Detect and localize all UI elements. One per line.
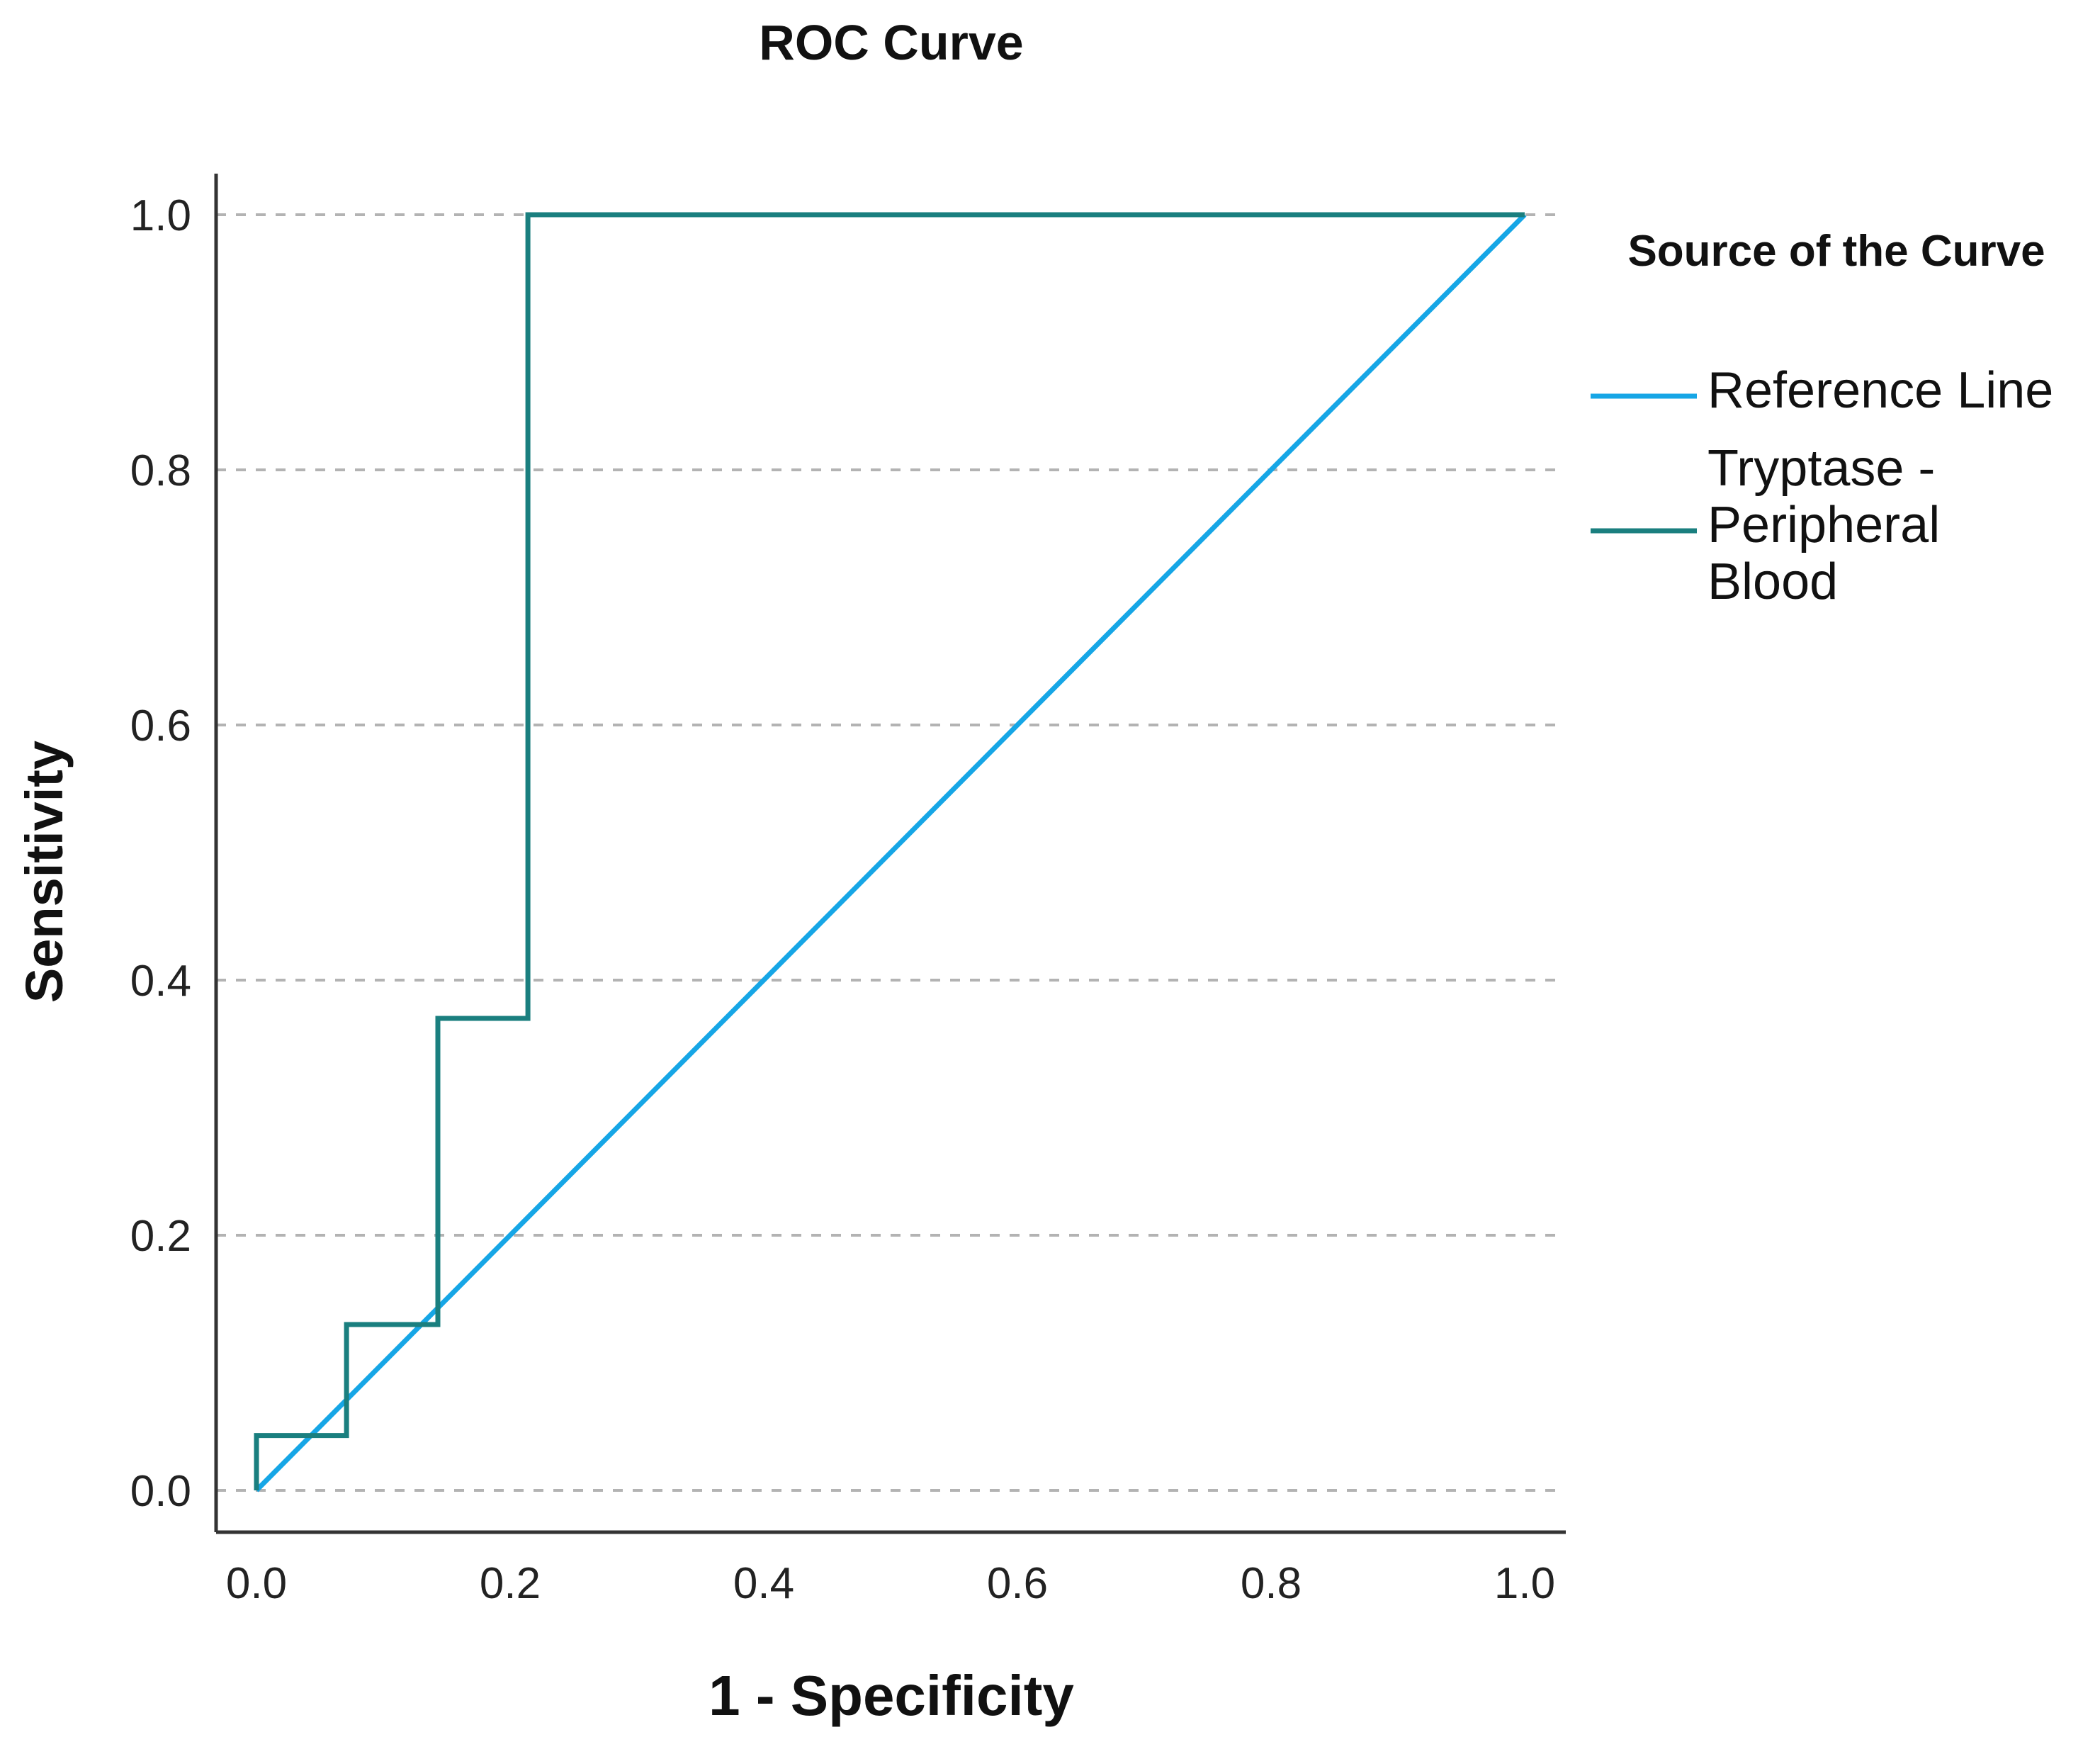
legend-label: Reference Line bbox=[1707, 362, 2053, 419]
y-axis-label: Sensitivity bbox=[15, 741, 74, 1003]
y-tick-label: 0.6 bbox=[130, 702, 191, 750]
axes-layer bbox=[214, 174, 1566, 1534]
y-tick-label: 0.8 bbox=[130, 446, 191, 495]
x-tick-label: 0.4 bbox=[733, 1559, 794, 1608]
legend-label: Peripheral bbox=[1707, 497, 1940, 553]
series-layer bbox=[254, 212, 1527, 1492]
y-tick-label: 1.0 bbox=[130, 191, 191, 240]
legend-label: Tryptase - bbox=[1707, 440, 1935, 497]
y-tick-label: 0.4 bbox=[130, 957, 191, 1006]
x-tick-label: 0.6 bbox=[987, 1559, 1048, 1608]
x-tick-label: 1.0 bbox=[1494, 1559, 1555, 1608]
x-tick-label: 0.8 bbox=[1241, 1559, 1302, 1608]
reference-line bbox=[254, 213, 1527, 1492]
ticks-layer: 0.0 0.2 0.4 0.6 0.8 1.0 0.0 0.2 0.4 0.6 0.8 1.0 bbox=[130, 191, 1555, 1608]
x-axis-label: 1 - Specificity bbox=[709, 1664, 1074, 1727]
y-tick-label: 0.0 bbox=[130, 1467, 191, 1516]
legend-label: Blood bbox=[1707, 553, 1838, 610]
grid-layer bbox=[216, 213, 1562, 1492]
y-tick-label: 0.2 bbox=[130, 1212, 191, 1261]
x-tick-label: 0.2 bbox=[480, 1559, 541, 1608]
chart-title: ROC Curve bbox=[759, 15, 1023, 70]
legend-item-reference-line: Reference Line bbox=[1591, 362, 2053, 419]
legend: Source of the Curve Reference Line Trypta… bbox=[1591, 227, 2053, 610]
x-tick-label: 0.0 bbox=[226, 1559, 287, 1608]
legend-title: Source of the Curve bbox=[1627, 227, 2045, 276]
tryptase-curve bbox=[254, 212, 1525, 1490]
